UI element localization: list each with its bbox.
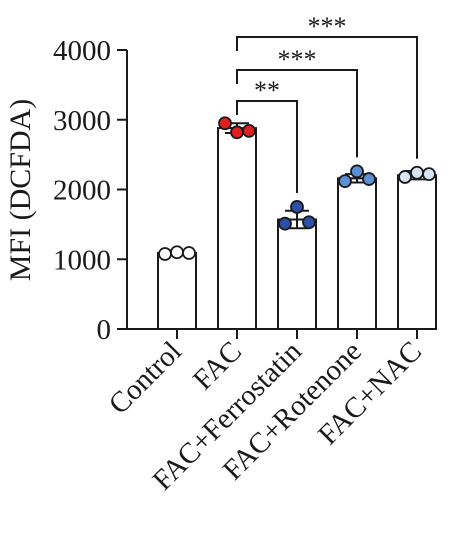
data-point: [158, 247, 172, 261]
significance-bracket: [236, 100, 298, 193]
data-point: [242, 124, 256, 138]
significance-bracket: [236, 36, 418, 159]
y-tick-label: 3000: [53, 105, 111, 137]
significance-label: ***: [278, 45, 317, 74]
data-point: [350, 164, 364, 179]
data-point: [182, 246, 196, 260]
data-point: [302, 215, 316, 230]
significance-bracket: [236, 69, 358, 158]
data-point: [170, 245, 184, 260]
data-point: [230, 125, 244, 140]
data-point: [362, 172, 376, 186]
x-tick-label: Control: [103, 335, 188, 420]
y-tick-label: 4000: [53, 35, 111, 67]
axes: 0 1000 2000 3000 4000: [53, 35, 428, 346]
data-point: [410, 165, 424, 180]
data-point: [398, 170, 412, 184]
y-tick-label: 1000: [53, 244, 111, 276]
bar: [157, 251, 197, 330]
data-point: [422, 167, 436, 182]
bar: [397, 174, 437, 330]
data-point: [338, 174, 352, 189]
bar: [217, 127, 257, 330]
y-axis-label: MFI (DCFDA): [4, 99, 37, 282]
significance-label: **: [254, 76, 280, 105]
bar: [277, 218, 317, 330]
significance-brackets: ********: [236, 12, 418, 193]
y-tick-label: 2000: [53, 175, 111, 207]
bars: [157, 116, 437, 330]
data-point: [278, 216, 292, 231]
x-tick-labels: Control FACFAC+FerrostatinFAC+RotenoneFAC…: [103, 335, 428, 497]
data-point: [290, 200, 304, 214]
significance-label: ***: [308, 12, 347, 41]
data-point: [218, 116, 232, 131]
y-tick-label: 0: [97, 314, 112, 346]
bar: [337, 177, 377, 330]
